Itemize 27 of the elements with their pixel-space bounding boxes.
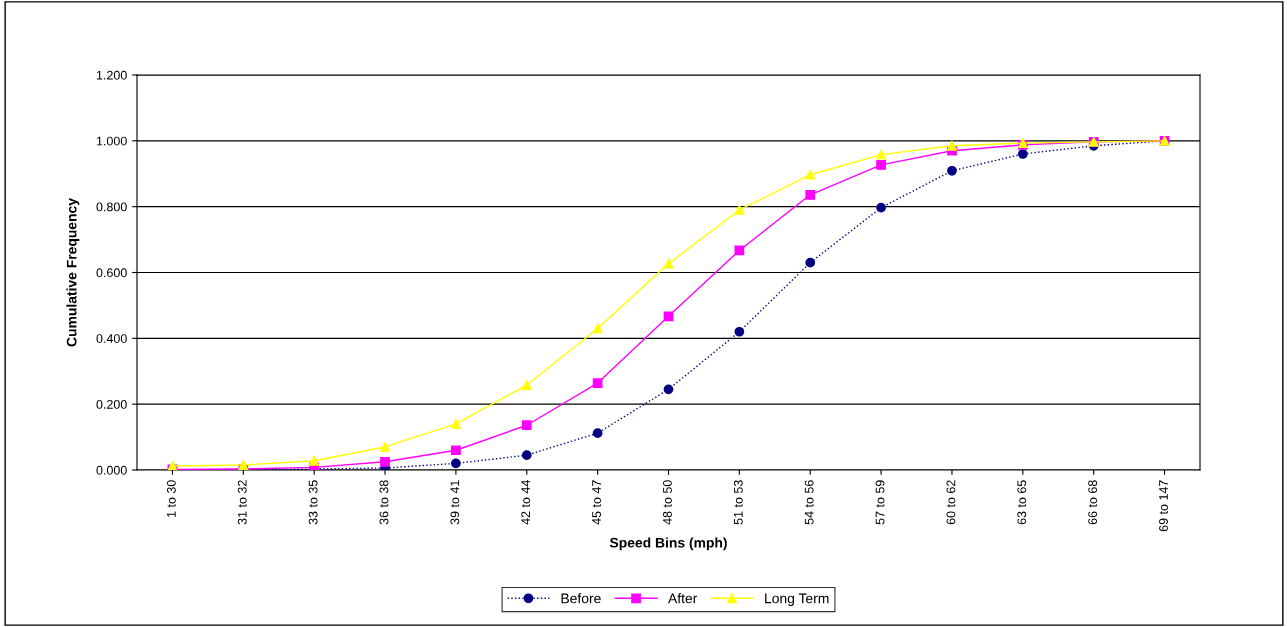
x-tick-label: 63 to 65 [1017, 480, 1027, 525]
x-tick-label: 1 to 30 [166, 480, 176, 517]
x-tick-label: 31 to 32 [237, 480, 247, 525]
legend-label: Long Term [765, 593, 829, 607]
y-tick-label: 0.200 [96, 399, 127, 409]
x-axis-title: Speed Bins (mph) [609, 537, 727, 551]
legend-label: After [668, 593, 698, 604]
x-tick-label: 60 to 62 [946, 480, 956, 525]
y-tick-label: 0.400 [96, 334, 127, 343]
x-tick-label: 42 to 44 [521, 480, 531, 525]
x-tick-label: 33 to 35 [308, 480, 318, 525]
x-tick-label: 69 to 147 [1159, 480, 1168, 532]
x-tick-label: 66 to 68 [1088, 480, 1098, 525]
x-tick-label: 39 to 41 [450, 480, 460, 525]
x-tick-label: 54 to 56 [804, 480, 814, 525]
x-tick-label: 36 to 38 [379, 480, 389, 525]
y-tick-label: 1.000 [96, 136, 127, 146]
x-tick-label: 57 to 59 [875, 480, 885, 525]
x-tick-label: 45 to 47 [592, 480, 601, 525]
y-tick-label: 0.000 [96, 465, 127, 475]
x-tick-label: 48 to 50 [663, 480, 672, 525]
y-tick-label: 0.800 [96, 202, 127, 212]
x-tick-label: 51 to 53 [733, 480, 743, 525]
y-tick-label: 1.200 [96, 70, 127, 80]
y-tick-label: 0.600 [96, 268, 127, 278]
y-axis-title: Cumulative Frequency [66, 198, 80, 347]
legend-label: Before [561, 593, 601, 604]
